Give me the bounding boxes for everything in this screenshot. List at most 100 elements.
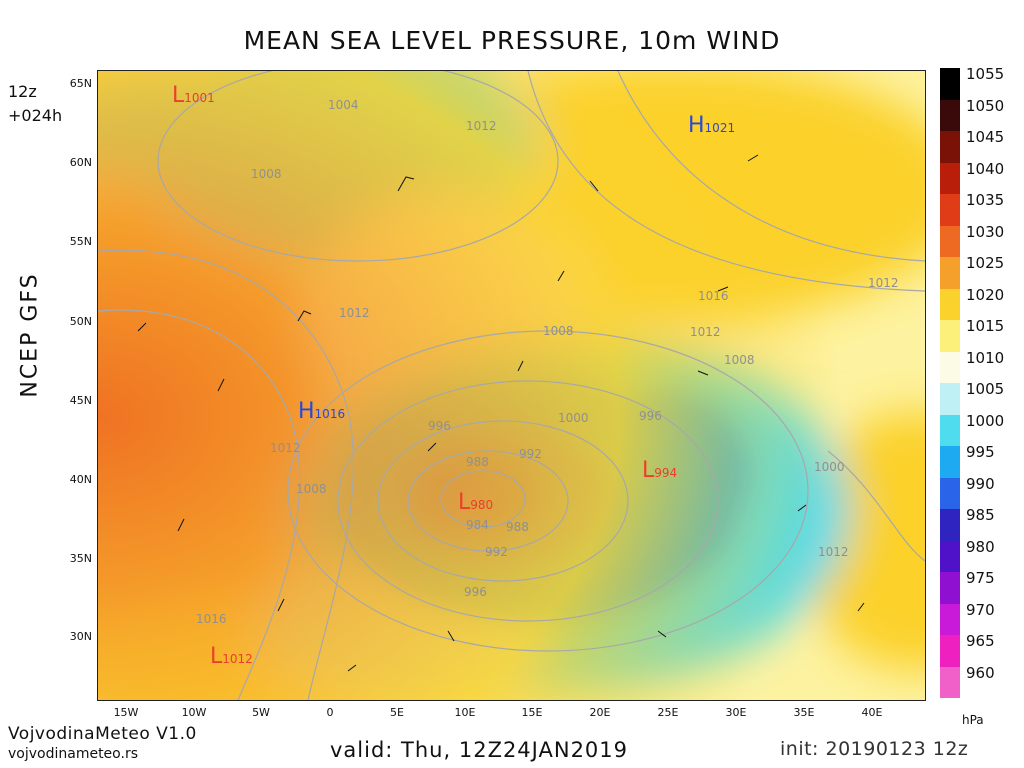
lat-label: 55N [69, 235, 92, 248]
lat-label: 65N [69, 77, 92, 90]
colorbar-swatch [940, 603, 960, 635]
colorbar-label: 1030 [966, 222, 1005, 241]
colorbar-swatch [940, 635, 960, 667]
lon-label: 5E [390, 706, 404, 719]
colorbar-label: 985 [966, 506, 995, 524]
colorbar-label: 965 [966, 632, 995, 650]
isobar-label: 984 [466, 518, 489, 532]
colorbar-swatch [940, 131, 960, 163]
isobar-label: 988 [506, 520, 529, 534]
isobar-label: 988 [466, 455, 489, 469]
isobar-label: 1004 [328, 98, 359, 112]
isobar-label: 992 [519, 447, 542, 461]
pressure-field-svg [98, 71, 925, 700]
pressure-map: L1001 H1021 H1016 L994 L980 L1012 1004 1… [97, 70, 926, 701]
lon-label: 10E [454, 706, 476, 719]
isobar-label: 1012 [868, 276, 899, 290]
isobar-label: 1012 [818, 545, 849, 559]
pressure-center-l-1012: L1012 [210, 644, 253, 669]
center-symbol: L [642, 458, 655, 483]
isobar-label: 1012 [466, 119, 497, 133]
lon-label: 15E [521, 706, 543, 719]
valid-time: valid: Thu, 12Z24JAN2019 [330, 738, 629, 762]
isobar-label: 1016 [698, 289, 729, 303]
colorbar-swatch [940, 288, 960, 320]
center-symbol: H [688, 113, 705, 138]
lat-label: 45N [69, 394, 92, 407]
pressure-center-h-1021: H1021 [688, 113, 735, 138]
lat-label: 50N [69, 315, 92, 328]
colorbar-swatch [940, 68, 960, 100]
lon-label: 5W [252, 706, 270, 719]
colorbar-label: 1020 [966, 285, 1005, 304]
lon-label: 40E [861, 706, 883, 719]
colorbar-swatch [940, 446, 960, 478]
colorbar-swatch [940, 477, 960, 509]
lon-label: 30E [725, 706, 747, 719]
colorbar-swatch [940, 351, 960, 383]
center-value: 1021 [704, 121, 736, 135]
lon-label: 15W [113, 706, 139, 719]
colorbar-label: 960 [966, 663, 995, 682]
lat-label: 35N [69, 552, 92, 565]
colorbar-label: 990 [966, 474, 995, 493]
chart-title: MEAN SEA LEVEL PRESSURE, 10m WIND [243, 26, 781, 55]
pressure-center-l-994: L994 [642, 458, 677, 483]
lat-label: 60N [69, 156, 92, 169]
pressure-center-l-1001: L1001 [172, 83, 215, 108]
colorbar-swatch [940, 666, 960, 698]
colorbar-swatch [940, 572, 960, 604]
isobar-label: 1008 [724, 353, 755, 367]
lon-label: 20E [589, 706, 611, 719]
colorbar-label: 1040 [966, 159, 1005, 178]
lon-label: 35E [793, 706, 815, 719]
colorbar-swatch [940, 540, 960, 572]
colorbar-label: 995 [966, 443, 995, 461]
center-value: 1016 [314, 407, 346, 421]
run-hour-label: 12z [8, 82, 37, 101]
colorbar-swatch [940, 99, 960, 131]
pressure-colorbar [940, 68, 960, 698]
colorbar-label: 1050 [966, 96, 1005, 115]
colorbar-label: 1010 [966, 348, 1005, 367]
colorbar-swatch [940, 509, 960, 541]
colorbar-label: 1015 [966, 317, 1005, 335]
isobar-label: 996 [428, 419, 451, 433]
colorbar-label: 970 [966, 600, 995, 619]
colorbar-label: 1000 [966, 411, 1005, 430]
lon-label: 0 [326, 706, 334, 719]
lat-label: 30N [69, 630, 92, 643]
colorbar-swatch [940, 414, 960, 446]
isobar-label: 1000 [558, 411, 589, 425]
brand-name: VojvodinaMeteo V1.0 [8, 724, 197, 744]
pressure-center-h-1016: H1016 [298, 399, 345, 424]
colorbar-swatch [940, 383, 960, 415]
center-value: 1012 [222, 652, 253, 666]
isobar-label: 996 [464, 585, 487, 599]
isobar-label: 1008 [296, 482, 327, 496]
isobar-label: 1012 [339, 306, 370, 320]
colorbar-swatch [940, 194, 960, 226]
center-symbol: L [210, 644, 223, 669]
center-symbol: H [298, 399, 315, 424]
pressure-center-l-980: L980 [458, 490, 493, 515]
isobar-label: 992 [485, 545, 508, 559]
init-time: init: 20190123 12z [780, 738, 969, 760]
colorbar-swatch [940, 225, 960, 257]
center-value: 994 [654, 466, 678, 480]
colorbar-swatch [940, 162, 960, 194]
colorbar-unit: hPa [962, 713, 984, 727]
isobar-label: 996 [639, 409, 662, 423]
colorbar-swatch [940, 257, 960, 289]
colorbar-label: 1025 [966, 254, 1005, 272]
center-value: 980 [470, 498, 494, 512]
colorbar-label: 1035 [966, 191, 1005, 209]
lat-label: 40N [69, 473, 92, 486]
center-symbol: L [172, 83, 185, 108]
isobar-label: 1008 [251, 167, 282, 181]
colorbar-swatch [940, 320, 960, 352]
isobar-label: 1012 [690, 325, 721, 339]
isobar-label: 1008 [543, 324, 574, 338]
brand-site: vojvodinameteo.rs [8, 746, 138, 762]
colorbar-label: 975 [966, 569, 995, 587]
